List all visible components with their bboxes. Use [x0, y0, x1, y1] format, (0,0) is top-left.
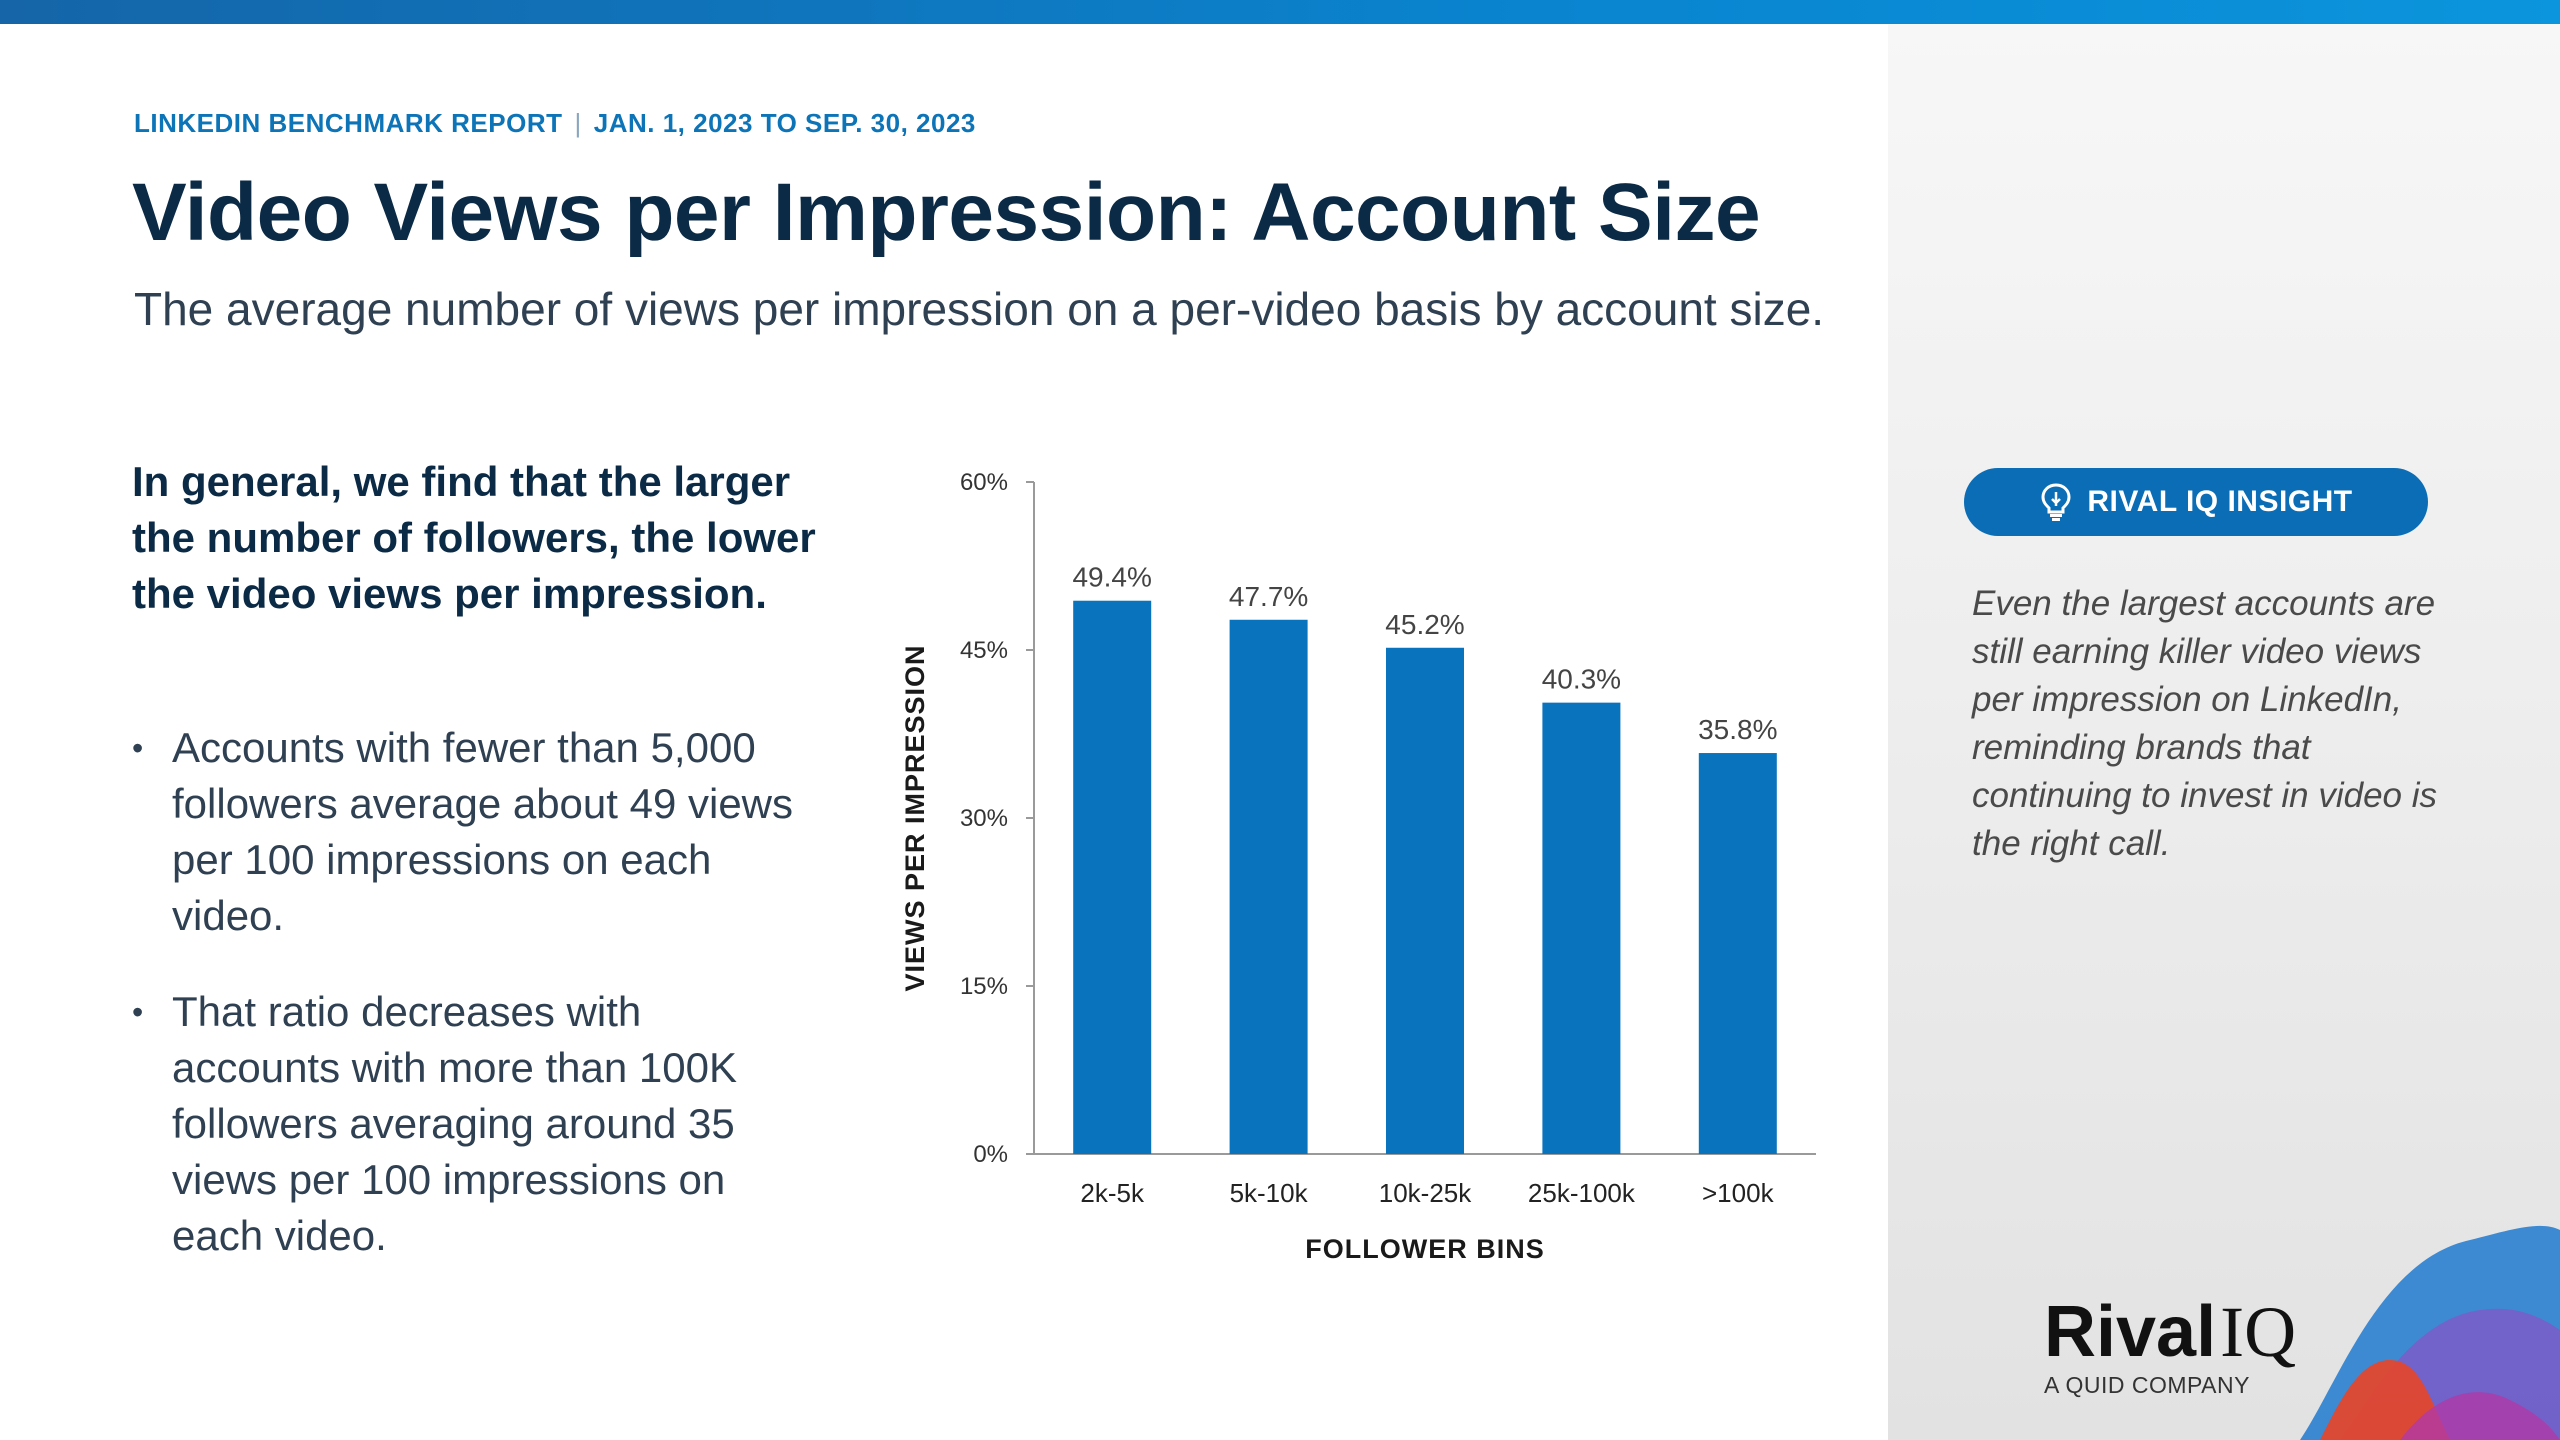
logo-word-bold: Rival [2044, 1292, 2217, 1372]
bar-chart: 0% 15% 30% 45% 60% 2k-5k 5k-10k 10k-25k 25k-100… [900, 469, 1816, 1264]
bar [1698, 753, 1777, 1154]
y-tick-label: 45% [960, 637, 1008, 664]
x-axis-title: FOLLOWER BINS [1305, 1234, 1544, 1264]
insight-label: RIVAL IQ INSIGHT [2087, 485, 2353, 518]
page-title: Video Views per Impression: Account Size [132, 167, 1761, 258]
lead-statement: In general, we find that the larger the … [132, 458, 816, 617]
y-tick-label: 0% [973, 1141, 1008, 1168]
list-item: • Accounts with fewer than 5,000 followe… [132, 720, 812, 944]
bullet-text: Accounts with fewer than 5,000 followers… [172, 724, 794, 939]
report-date-range: JAN. 1, 2023 TO SEP. 30, 2023 [593, 108, 976, 138]
y-tick-label: 30% [960, 805, 1008, 832]
top-accent-bar [0, 0, 2560, 24]
x-axis-labels: 2k-5k 5k-10k 10k-25k 25k-100k >100k [1080, 1178, 1774, 1208]
x-tick-label: 10k-25k [1379, 1178, 1472, 1208]
insight-badge: RIVAL IQ INSIGHT [1964, 468, 2428, 536]
bar [1073, 600, 1152, 1154]
data-label: 47.7% [1229, 581, 1308, 612]
logo-word-light: IQ [2220, 1292, 2297, 1372]
y-axis-title: VIEWS PER IMPRESSION [900, 644, 930, 991]
page-subtitle: The average number of views per impressi… [134, 283, 1825, 335]
bar [1542, 702, 1621, 1154]
data-label: 35.8% [1698, 714, 1777, 745]
lightbulb-icon [2041, 483, 2071, 521]
decorative-waves [2300, 1225, 2560, 1440]
y-tick-label: 15% [960, 973, 1008, 1000]
x-tick-label: 5k-10k [1230, 1178, 1309, 1208]
insight-text: Even the largest accounts are still earn… [1972, 584, 2437, 863]
logo-tagline: A QUID COMPANY [2044, 1372, 2250, 1398]
bullet-dot: • [132, 730, 144, 766]
report-eyebrow: LINKEDIN BENCHMARK REPORT | JAN. 1, 2023 T… [134, 108, 976, 139]
bar [1386, 647, 1464, 1154]
y-tick-label: 60% [960, 469, 1008, 496]
data-label: 40.3% [1542, 664, 1621, 695]
data-label: 45.2% [1385, 609, 1464, 640]
data-labels: 49.4% 47.7% 45.2% 40.3% 35.8% [1072, 562, 1777, 745]
bullet-dot: • [132, 994, 144, 1030]
report-name: LINKEDIN BENCHMARK REPORT [134, 108, 563, 138]
logo-wordmark: RivalIQ [2044, 1296, 2296, 1368]
bullet-list: • Accounts with fewer than 5,000 followe… [132, 720, 812, 1304]
x-tick-label: 2k-5k [1080, 1178, 1145, 1208]
rival-iq-logo: RivalIQ A QUID COMPANY [2044, 1296, 2296, 1399]
bars [1073, 600, 1777, 1154]
y-axis-ticks: 0% 15% 30% 45% 60% [960, 469, 1034, 1168]
eyebrow-separator: | [574, 108, 582, 138]
data-label: 49.4% [1072, 562, 1151, 593]
x-tick-label: >100k [1702, 1178, 1775, 1208]
x-tick-label: 25k-100k [1528, 1178, 1636, 1208]
bullet-text: That ratio decreases with accounts with … [172, 988, 737, 1259]
insight-side-panel [1888, 24, 2560, 1440]
list-item: • That ratio decreases with accounts wit… [132, 984, 812, 1264]
bar [1229, 619, 1308, 1154]
